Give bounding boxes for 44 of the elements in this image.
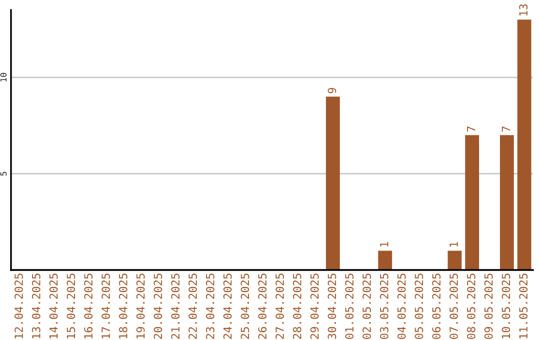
data-label: 7 [502,126,510,132]
x-tick-label: 05.05.2025 [414,274,424,339]
x-tick-label: 09.05.2025 [484,274,493,339]
x-tick-label: 13.04.2025 [32,274,40,338]
x-tick-label: 02.05.2025 [362,274,371,339]
data-label: 7 [467,126,476,132]
x-tick-label: 20.04.2025 [154,274,162,339]
data-label: 9 [328,88,336,94]
x-tick-label: 14.04.2025 [49,274,58,338]
x-tick-label: 29.04.2025 [310,274,319,339]
x-tick-label: 28.04.2025 [292,274,302,339]
x-tick-label: 10.05.2025 [502,274,510,338]
x-tick-label: 01.05.2025 [345,274,354,339]
y-tick-label: 5 [0,172,7,176]
x-tick-label: 25.04.2025 [240,274,250,339]
x-tick-label: 23.04.2025 [206,274,214,339]
x-tick-label: 03.05.2025 [380,274,388,339]
x-tick-label: 08.05.2025 [466,274,476,339]
x-tick-label: 24.04.2025 [223,274,232,339]
bar [465,135,480,270]
x-tick-label: 06.05.2025 [432,274,441,339]
data-label: 1 [380,242,388,247]
x-tick-label: 04.05.2025 [397,274,406,339]
x-tick-label: 26.04.2025 [258,274,267,339]
x-tick-label: 17.04.2025 [102,274,110,338]
data-label: 1 [450,242,458,247]
x-tick-label: 07.05.2025 [450,274,458,339]
y-tick-label: 10 [0,72,7,82]
bar [378,250,392,270]
bar [326,96,340,270]
x-tick-label: 11.05.2025 [519,274,528,338]
bar [517,20,532,270]
x-tick-label: 21.04.2025 [171,274,180,339]
x-tick-label: 27.04.2025 [276,274,284,339]
x-tick-label: 19.04.2025 [136,274,145,338]
x-tick-label: 12.04.2025 [14,274,23,338]
x-tick-label: 18.04.2025 [118,274,128,338]
x-tick-label: 22.04.2025 [188,274,197,339]
data-label: 13 [519,4,528,16]
x-tick-label: 30.04.2025 [328,274,336,339]
x-tick-label: 15.04.2025 [66,274,76,338]
bar [448,250,462,270]
bar [500,135,514,270]
x-tick-label: 16.04.2025 [84,274,93,338]
